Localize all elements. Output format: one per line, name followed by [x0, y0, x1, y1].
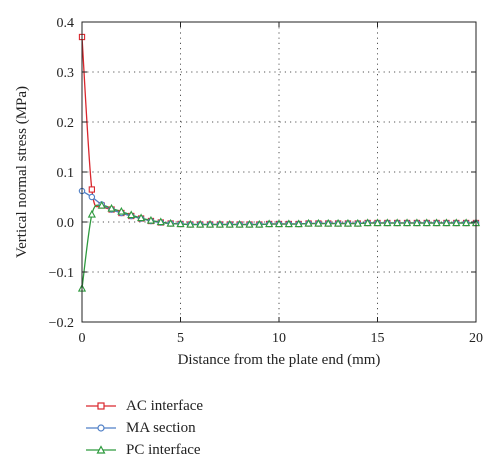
- data-point-pc-interface: [166, 218, 175, 227]
- data-point-pc-interface: [117, 206, 126, 215]
- data-point-pc-interface: [412, 218, 422, 227]
- y-tick-label: 0.4: [57, 16, 75, 31]
- data-point-pc-interface: [265, 219, 274, 228]
- data-point-pc-interface: [294, 219, 303, 228]
- legend-label: AC interface: [126, 397, 204, 414]
- data-point-pc-interface: [136, 213, 146, 222]
- data-point-pc-interface: [255, 219, 264, 228]
- data-point-pc-interface: [235, 219, 244, 228]
- data-point-pc-interface: [422, 218, 431, 227]
- data-point-ma-section: [88, 193, 96, 201]
- x-tick-label: 10: [272, 331, 286, 346]
- y-axis-label: Vertical normal stress (MPa): [14, 86, 30, 258]
- data-point-pc-interface: [383, 218, 392, 227]
- y-tick-label: −0.2: [49, 316, 74, 331]
- data-point-pc-interface: [245, 219, 254, 228]
- x-tick-label: 15: [371, 331, 385, 346]
- data-point-pc-interface: [393, 218, 402, 227]
- data-point-pc-interface: [284, 219, 293, 228]
- y-tick-label: 0.0: [57, 216, 75, 231]
- legend-label: PC interface: [126, 441, 201, 458]
- x-tick-label: 5: [177, 331, 184, 346]
- data-point-pc-interface: [452, 218, 461, 227]
- data-point-pc-interface: [462, 218, 471, 227]
- series-markers: [77, 33, 481, 292]
- data-point-pc-interface: [343, 218, 353, 227]
- y-axis-ticks: −0.2 −0.1 0.0 0.1 0.2 0.3 0.4: [49, 16, 476, 331]
- y-tick-label: 0.2: [57, 116, 75, 131]
- legend-swatch-square-icon: [86, 402, 116, 410]
- x-tick-label: 0: [79, 331, 86, 346]
- data-point-pc-interface: [314, 218, 323, 227]
- data-point-pc-interface: [442, 218, 451, 227]
- data-point-pc-interface: [225, 219, 234, 228]
- legend-item-ma-section: MA section: [86, 417, 306, 439]
- data-point-ac-interface: [88, 186, 95, 193]
- data-point-pc-interface: [176, 219, 185, 228]
- data-point-pc-interface: [146, 215, 156, 224]
- data-point-pc-interface: [274, 219, 284, 228]
- data-point-pc-interface: [215, 219, 225, 228]
- x-axis-ticks: 0 5 10 15 20: [79, 22, 483, 346]
- data-point-pc-interface: [156, 217, 165, 226]
- data-point-pc-interface: [373, 218, 382, 227]
- legend-label: MA section: [126, 419, 196, 436]
- y-tick-label: 0.1: [57, 166, 75, 181]
- y-tick-label: 0.3: [57, 66, 75, 81]
- data-point-pc-interface: [127, 210, 136, 219]
- data-point-pc-interface: [186, 219, 195, 228]
- legend-swatch-circle-icon: [86, 424, 116, 432]
- data-point-pc-interface: [97, 200, 106, 209]
- data-point-pc-interface: [353, 218, 362, 227]
- legend: AC interface MA section PC interface: [86, 395, 306, 461]
- x-axis-label: Distance from the plate end (mm): [178, 352, 381, 368]
- legend-item-pc-interface: PC interface: [86, 439, 306, 461]
- data-point-pc-interface: [205, 219, 215, 228]
- legend-swatch-triangle-icon: [86, 445, 116, 454]
- grid-lines: [82, 22, 476, 322]
- y-tick-label: −0.1: [49, 266, 74, 281]
- x-tick-label: 20: [469, 331, 483, 346]
- data-point-pc-interface: [196, 219, 205, 228]
- series-line-ac-interface: [81, 36, 476, 226]
- data-point-pc-interface: [402, 218, 412, 227]
- legend-item-ac-interface: AC interface: [86, 395, 306, 417]
- data-point-pc-interface: [363, 218, 372, 227]
- data-point-pc-interface: [107, 203, 116, 212]
- data-point-pc-interface: [333, 218, 343, 227]
- line-chart: 0 5 10 15 20 −0.2 −0.1 0.0 0.1 0.2 0.3 0.4 Distanc…: [14, 16, 483, 368]
- data-point-pc-interface: [432, 218, 441, 227]
- data-point-pc-interface: [304, 218, 313, 227]
- data-point-pc-interface: [324, 218, 333, 227]
- data-point-pc-interface: [87, 209, 96, 218]
